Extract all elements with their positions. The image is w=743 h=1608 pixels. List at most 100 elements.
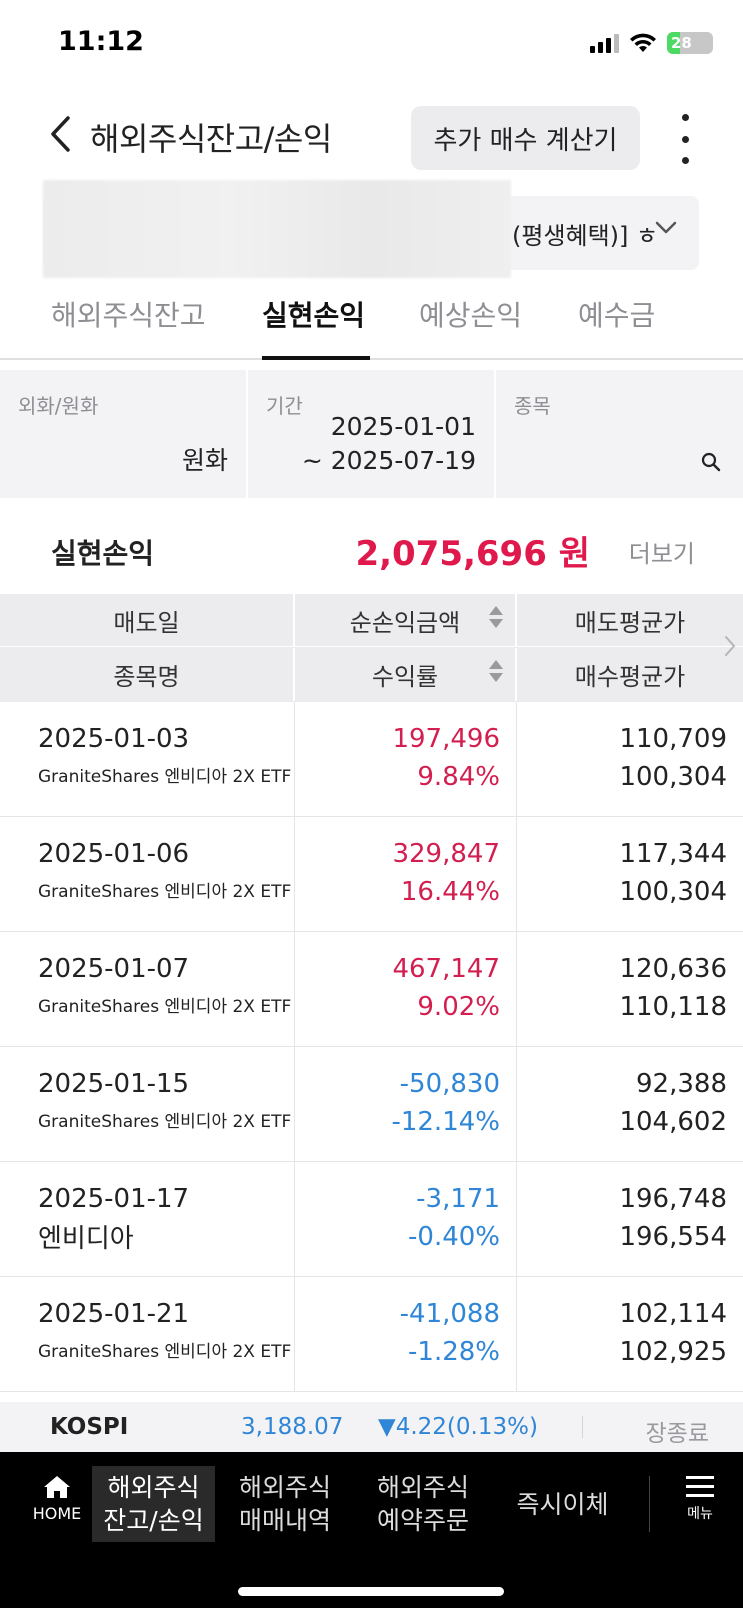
net-profit: -3,171 xyxy=(416,1184,500,1214)
back-button[interactable] xyxy=(40,112,80,156)
account-selector[interactable]: (평생혜택)] ㅎ xyxy=(43,180,699,278)
chevron-right-icon[interactable] xyxy=(723,634,737,658)
ticker-value: 3,188.07 xyxy=(241,1414,344,1440)
account-label: (평생혜택)] ㅎ xyxy=(512,222,659,250)
nav-menu[interactable]: 메뉴 xyxy=(680,1476,720,1536)
sort-icon[interactable] xyxy=(489,606,503,628)
nav-item-line1: 해외주식 xyxy=(107,1473,200,1502)
nav-item-line1: 해외주식 xyxy=(238,1473,331,1502)
table-row[interactable]: 2025-01-21 GraniteShares 엔비디아 2X ETF -41… xyxy=(0,1277,743,1392)
sell-avg-price: 120,636 xyxy=(619,954,727,984)
home-indicator xyxy=(238,1587,504,1596)
header-net-profit[interactable]: 순손익금액 xyxy=(295,594,517,647)
net-profit: -41,088 xyxy=(399,1299,500,1329)
nav-item-line1: 즉시이체 xyxy=(516,1489,609,1519)
stock-filter-label: 종목 xyxy=(514,394,551,418)
nav-overseas-reserved-order[interactable]: 해외주식 예약주문 xyxy=(362,1466,484,1542)
sell-date: 2025-01-15 xyxy=(38,1069,190,1099)
nav-item-line2: 예약주문 xyxy=(376,1506,469,1535)
stock-name: 엔비디아 xyxy=(38,1224,134,1254)
return-rate: -1.28% xyxy=(408,1337,500,1367)
ticker-divider xyxy=(582,1416,583,1438)
additional-buy-calculator-button[interactable]: 추가 매수 계산기 xyxy=(411,106,640,170)
sell-avg-price: 110,709 xyxy=(619,724,727,754)
net-profit: 329,847 xyxy=(392,839,500,869)
nav-item-line2: 매매내역 xyxy=(238,1506,331,1535)
header-buy-avg: 매수평균가 xyxy=(574,663,686,691)
header-net-profit-label: 순손익금액 xyxy=(349,609,461,637)
table-header-row-2: 종목명 수익률 매수평균가 xyxy=(0,648,743,701)
stock-name: GraniteShares 엔비디아 2X ETF xyxy=(38,1112,292,1132)
more-link[interactable]: 더보기 xyxy=(628,540,695,568)
wifi-icon xyxy=(630,33,656,52)
currency-filter-label: 외화/원화 xyxy=(18,394,99,418)
ticker-name: KOSPI xyxy=(50,1414,129,1440)
sort-icon[interactable] xyxy=(489,660,503,682)
nav-instant-transfer[interactable]: 즉시이체 xyxy=(500,1466,625,1542)
tab-deposit[interactable]: 예수금 xyxy=(578,299,656,332)
sell-avg-price: 117,344 xyxy=(619,839,727,869)
market-ticker[interactable]: KOSPI 3,188.07 ▼4.22(0.13%) 장종료 xyxy=(0,1402,743,1452)
sell-avg-price: 92,388 xyxy=(636,1069,727,1099)
bottom-nav: HOME 해외주식 잔고/손익 해외주식 매매내역 해외주식 예약주문 즉시이체… xyxy=(0,1452,743,1608)
tab-overseas-balance[interactable]: 해외주식잔고 xyxy=(51,299,206,332)
header-sell-avg: 매도평균가 xyxy=(574,609,686,637)
table-row[interactable]: 2025-01-15 GraniteShares 엔비디아 2X ETF -50… xyxy=(0,1047,743,1162)
table-header: 매도일 순손익금액 매도평균가 종목명 수익률 매수평균가 xyxy=(0,594,743,702)
period-filter[interactable]: 기간 2025-01-01 ~ 2025-07-19 xyxy=(248,370,496,498)
buy-avg-price: 100,304 xyxy=(619,877,727,907)
period-filter-value: 2025-01-01 ~ 2025-07-19 xyxy=(302,410,476,478)
net-profit: -50,830 xyxy=(399,1069,500,1099)
buy-avg-price: 100,304 xyxy=(619,762,727,792)
chevron-left-icon xyxy=(51,116,70,152)
sell-date: 2025-01-06 xyxy=(38,839,190,869)
status-time: 11:12 xyxy=(58,26,144,57)
return-rate: 16.44% xyxy=(400,877,500,907)
net-profit: 467,147 xyxy=(392,954,500,984)
sell-avg-price: 102,114 xyxy=(619,1299,727,1329)
search-icon[interactable] xyxy=(701,452,721,472)
status-bar: 11:12 28 xyxy=(0,0,743,90)
header-sell-date: 매도일 xyxy=(0,594,295,647)
battery-icon: 28 xyxy=(667,32,713,54)
nav-overseas-balance[interactable]: 해외주식 잔고/손익 xyxy=(92,1466,215,1542)
stock-name: GraniteShares 엔비디아 2X ETF xyxy=(38,767,292,787)
table-row[interactable]: 2025-01-07 GraniteShares 엔비디아 2X ETF 467… xyxy=(0,932,743,1047)
buy-avg-price: 110,118 xyxy=(619,992,727,1022)
header-stock-name: 종목명 xyxy=(0,648,295,701)
nav-home[interactable]: HOME xyxy=(20,1474,94,1542)
nav-menu-label: 메뉴 xyxy=(687,1506,713,1522)
header-return-rate-label: 수익률 xyxy=(371,663,439,691)
sell-avg-price: 196,748 xyxy=(619,1184,727,1214)
return-rate: -12.14% xyxy=(391,1107,500,1137)
more-options-icon[interactable] xyxy=(670,114,700,164)
stock-name: GraniteShares 엔비디아 2X ETF xyxy=(38,997,292,1017)
nav-home-label: HOME xyxy=(32,1504,82,1523)
sell-date: 2025-01-17 xyxy=(38,1184,190,1214)
net-profit: 197,496 xyxy=(392,724,500,754)
period-filter-label: 기간 xyxy=(266,394,303,418)
status-icons: 28 xyxy=(590,32,713,54)
nav-item-line1: 해외주식 xyxy=(376,1473,469,1502)
tab-realized-pnl[interactable]: 실현손익 xyxy=(262,299,366,332)
sell-date: 2025-01-03 xyxy=(38,724,190,754)
table-row[interactable]: 2025-01-06 GraniteShares 엔비디아 2X ETF 329… xyxy=(0,817,743,932)
stock-name: GraniteShares 엔비디아 2X ETF xyxy=(38,1342,292,1362)
stock-filter[interactable]: 종목 xyxy=(496,370,743,498)
header-return-rate[interactable]: 수익률 xyxy=(295,648,517,701)
table-row[interactable]: 2025-01-03 GraniteShares 엔비디아 2X ETF 197… xyxy=(0,702,743,817)
tab-bar: 해외주식잔고 실현손익 예상손익 예수금 xyxy=(0,286,743,360)
chevron-down-icon xyxy=(655,221,677,234)
period-start: 2025-01-01 xyxy=(330,412,476,441)
summary-value: 2,075,696 원 xyxy=(355,534,590,574)
return-rate: -0.40% xyxy=(408,1222,500,1252)
nav-overseas-trades[interactable]: 해외주식 매매내역 xyxy=(225,1466,345,1542)
sell-date: 2025-01-21 xyxy=(38,1299,190,1329)
cellular-signal-icon xyxy=(590,33,619,53)
tab-expected-pnl[interactable]: 예상손익 xyxy=(419,299,523,332)
buy-avg-price: 102,925 xyxy=(619,1337,727,1367)
table-row[interactable]: 2025-01-17 엔비디아 -3,171 -0.40% 196,748 19… xyxy=(0,1162,743,1277)
stock-name: GraniteShares 엔비디아 2X ETF xyxy=(38,882,292,902)
currency-filter[interactable]: 외화/원화 원화 xyxy=(0,370,248,498)
sell-date: 2025-01-07 xyxy=(38,954,190,984)
